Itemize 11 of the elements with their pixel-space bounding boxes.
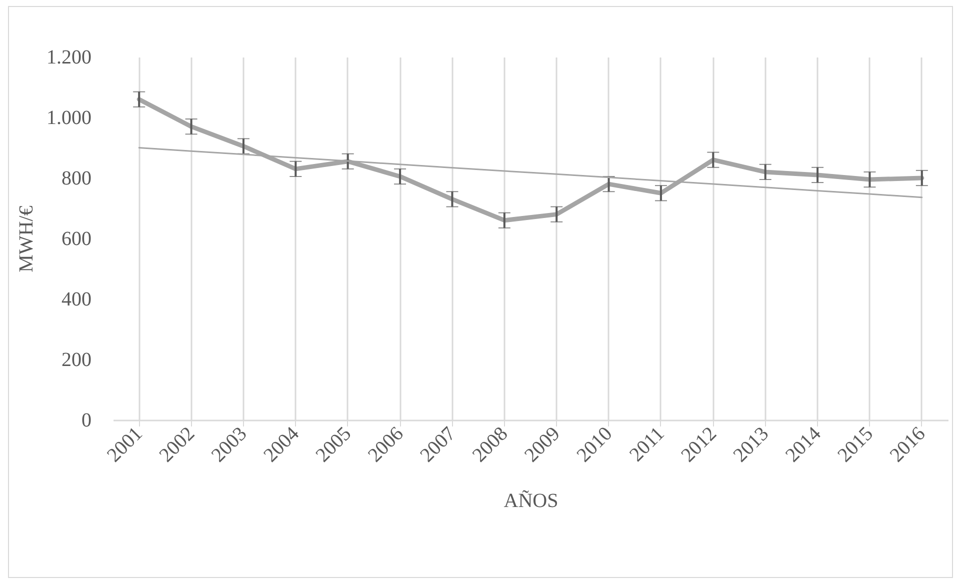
x-axis-title: AÑOS [504,490,558,512]
y-tick-label: 200 [62,349,92,371]
y-axis-title: MWH/€ [16,206,38,272]
y-tick-label: 1.200 [46,46,92,68]
y-tick-label: 800 [62,168,92,190]
y-tick-label: 600 [62,228,92,250]
y-tick-label: 400 [62,288,92,310]
y-tick-label: 1.000 [46,107,92,129]
line-series [136,97,924,223]
y-tick-label: 0 [82,410,92,432]
x-tick-label: 2011 [625,422,669,466]
